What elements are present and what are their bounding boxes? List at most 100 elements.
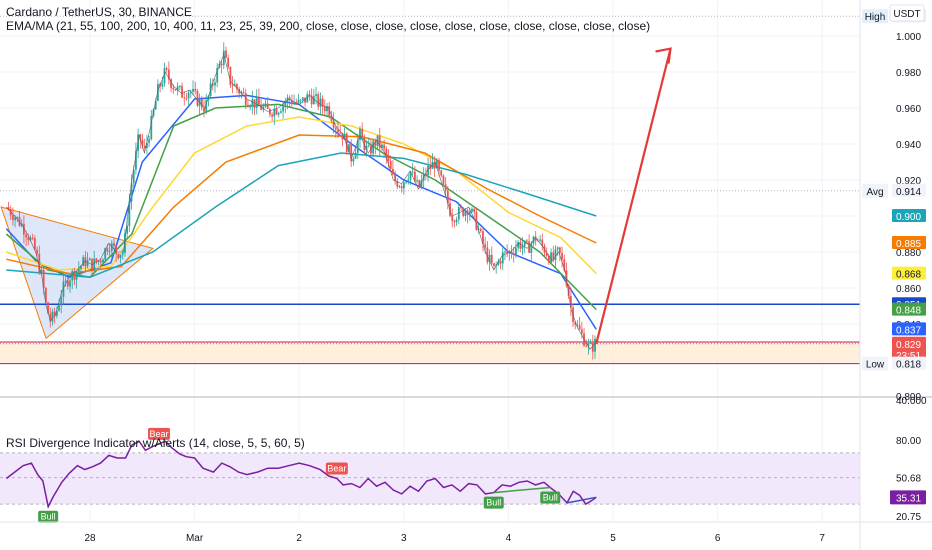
candle-body [192,88,194,92]
time-tick-label: 2 [296,533,302,544]
ema-orange-tag [892,236,926,249]
candle-body [455,219,458,223]
candle-body [464,210,467,216]
candle-body [413,171,416,182]
candle-body [244,93,247,105]
candle-body [33,238,36,250]
candle-body [396,181,399,187]
rsi-title: RSI Divergence Indicator w/Alerts (14, c… [6,436,305,450]
price-tick-label: 0.860 [896,284,921,295]
candle-body [352,158,355,162]
candle-body [446,190,449,204]
candle-body [231,84,234,86]
candles [7,42,596,360]
candle-body [552,252,555,260]
price-tick-label: 0.940 [896,140,921,151]
candle-body [334,127,337,130]
candle-body [315,94,317,97]
candle-body [88,258,91,261]
price-path [6,52,597,350]
bull-marker [483,496,504,509]
low-prefix-box [862,356,888,371]
candle-body [301,97,304,100]
candle-body [247,104,249,107]
projection-arrow-head [655,47,672,64]
candle-body [372,141,375,154]
candle-body [95,258,98,262]
candle-body [424,173,427,176]
candle-body [409,171,412,180]
candle-body [161,83,164,87]
candle-body [530,243,533,253]
currency-label: USDT [893,9,920,20]
candle-body [148,139,150,144]
rsi-axis[interactable]: 40.000 80.00 50.68 20.75 35.31 [890,396,927,523]
candle-body [304,97,306,103]
candle-body [275,108,278,115]
bull-marker-label: Bull [486,498,501,508]
candle-body [526,240,528,242]
candle-body [383,144,386,149]
candle-body [512,253,515,255]
candle-body [363,137,366,151]
low-tag [892,356,926,370]
candle-body [282,105,284,112]
candle-body [115,246,118,255]
avg-prefix: Avg [866,187,883,198]
candle-body [25,234,27,238]
candle-body [567,285,570,296]
candle-body [73,271,76,280]
candle-body [279,111,282,113]
candle-body [539,239,541,241]
candle-body [156,83,159,101]
high-prefix: High [865,12,886,23]
candle-body [356,139,359,153]
projection-arrow[interactable] [595,48,672,345]
candle-body [102,259,104,263]
price-tick-label: 0.800 [896,392,921,403]
candle-body [121,252,124,255]
candle-body [264,103,267,107]
candle-body [407,179,410,182]
candle-body [99,260,102,263]
rsi-band [0,452,860,505]
time-axis[interactable]: 28 Mar 2 3 4 5 6 7 [84,533,825,544]
low-prefix: Low [866,360,885,371]
time-tick-label: 4 [506,533,512,544]
candle-body [66,280,69,287]
candle-body [466,210,469,215]
bull-marker-label: Bull [543,492,558,502]
candle-body [194,88,197,91]
candle-body [183,97,186,99]
bear-marker-label: Bear [150,429,169,439]
candle-body [12,215,14,221]
candle-body [499,261,502,264]
candle-body [27,237,30,241]
candle-body [312,96,315,105]
candle-body [475,212,478,230]
demand-zone [0,342,860,364]
candle-body [86,260,89,267]
candle-body [501,252,504,264]
candle-body [165,68,168,70]
candle-body [44,287,47,303]
candle-body [411,171,414,173]
candle-body [392,168,394,175]
candle-body [273,108,276,117]
moving-average-line [6,116,597,275]
currency-badge[interactable] [889,4,925,22]
candle-body [486,247,489,263]
candle-body [578,325,581,330]
candle-body [167,69,170,80]
candle-body [350,144,353,162]
candle-body [394,174,397,182]
candle-body [550,252,552,263]
candle-body [84,257,87,267]
candle-body [328,106,331,116]
bull-marker [38,510,59,523]
price-tick-label: 0.920 [896,176,921,187]
horizontal-lines [0,15,860,505]
candle-body [135,150,137,170]
bear-marker [325,462,348,475]
